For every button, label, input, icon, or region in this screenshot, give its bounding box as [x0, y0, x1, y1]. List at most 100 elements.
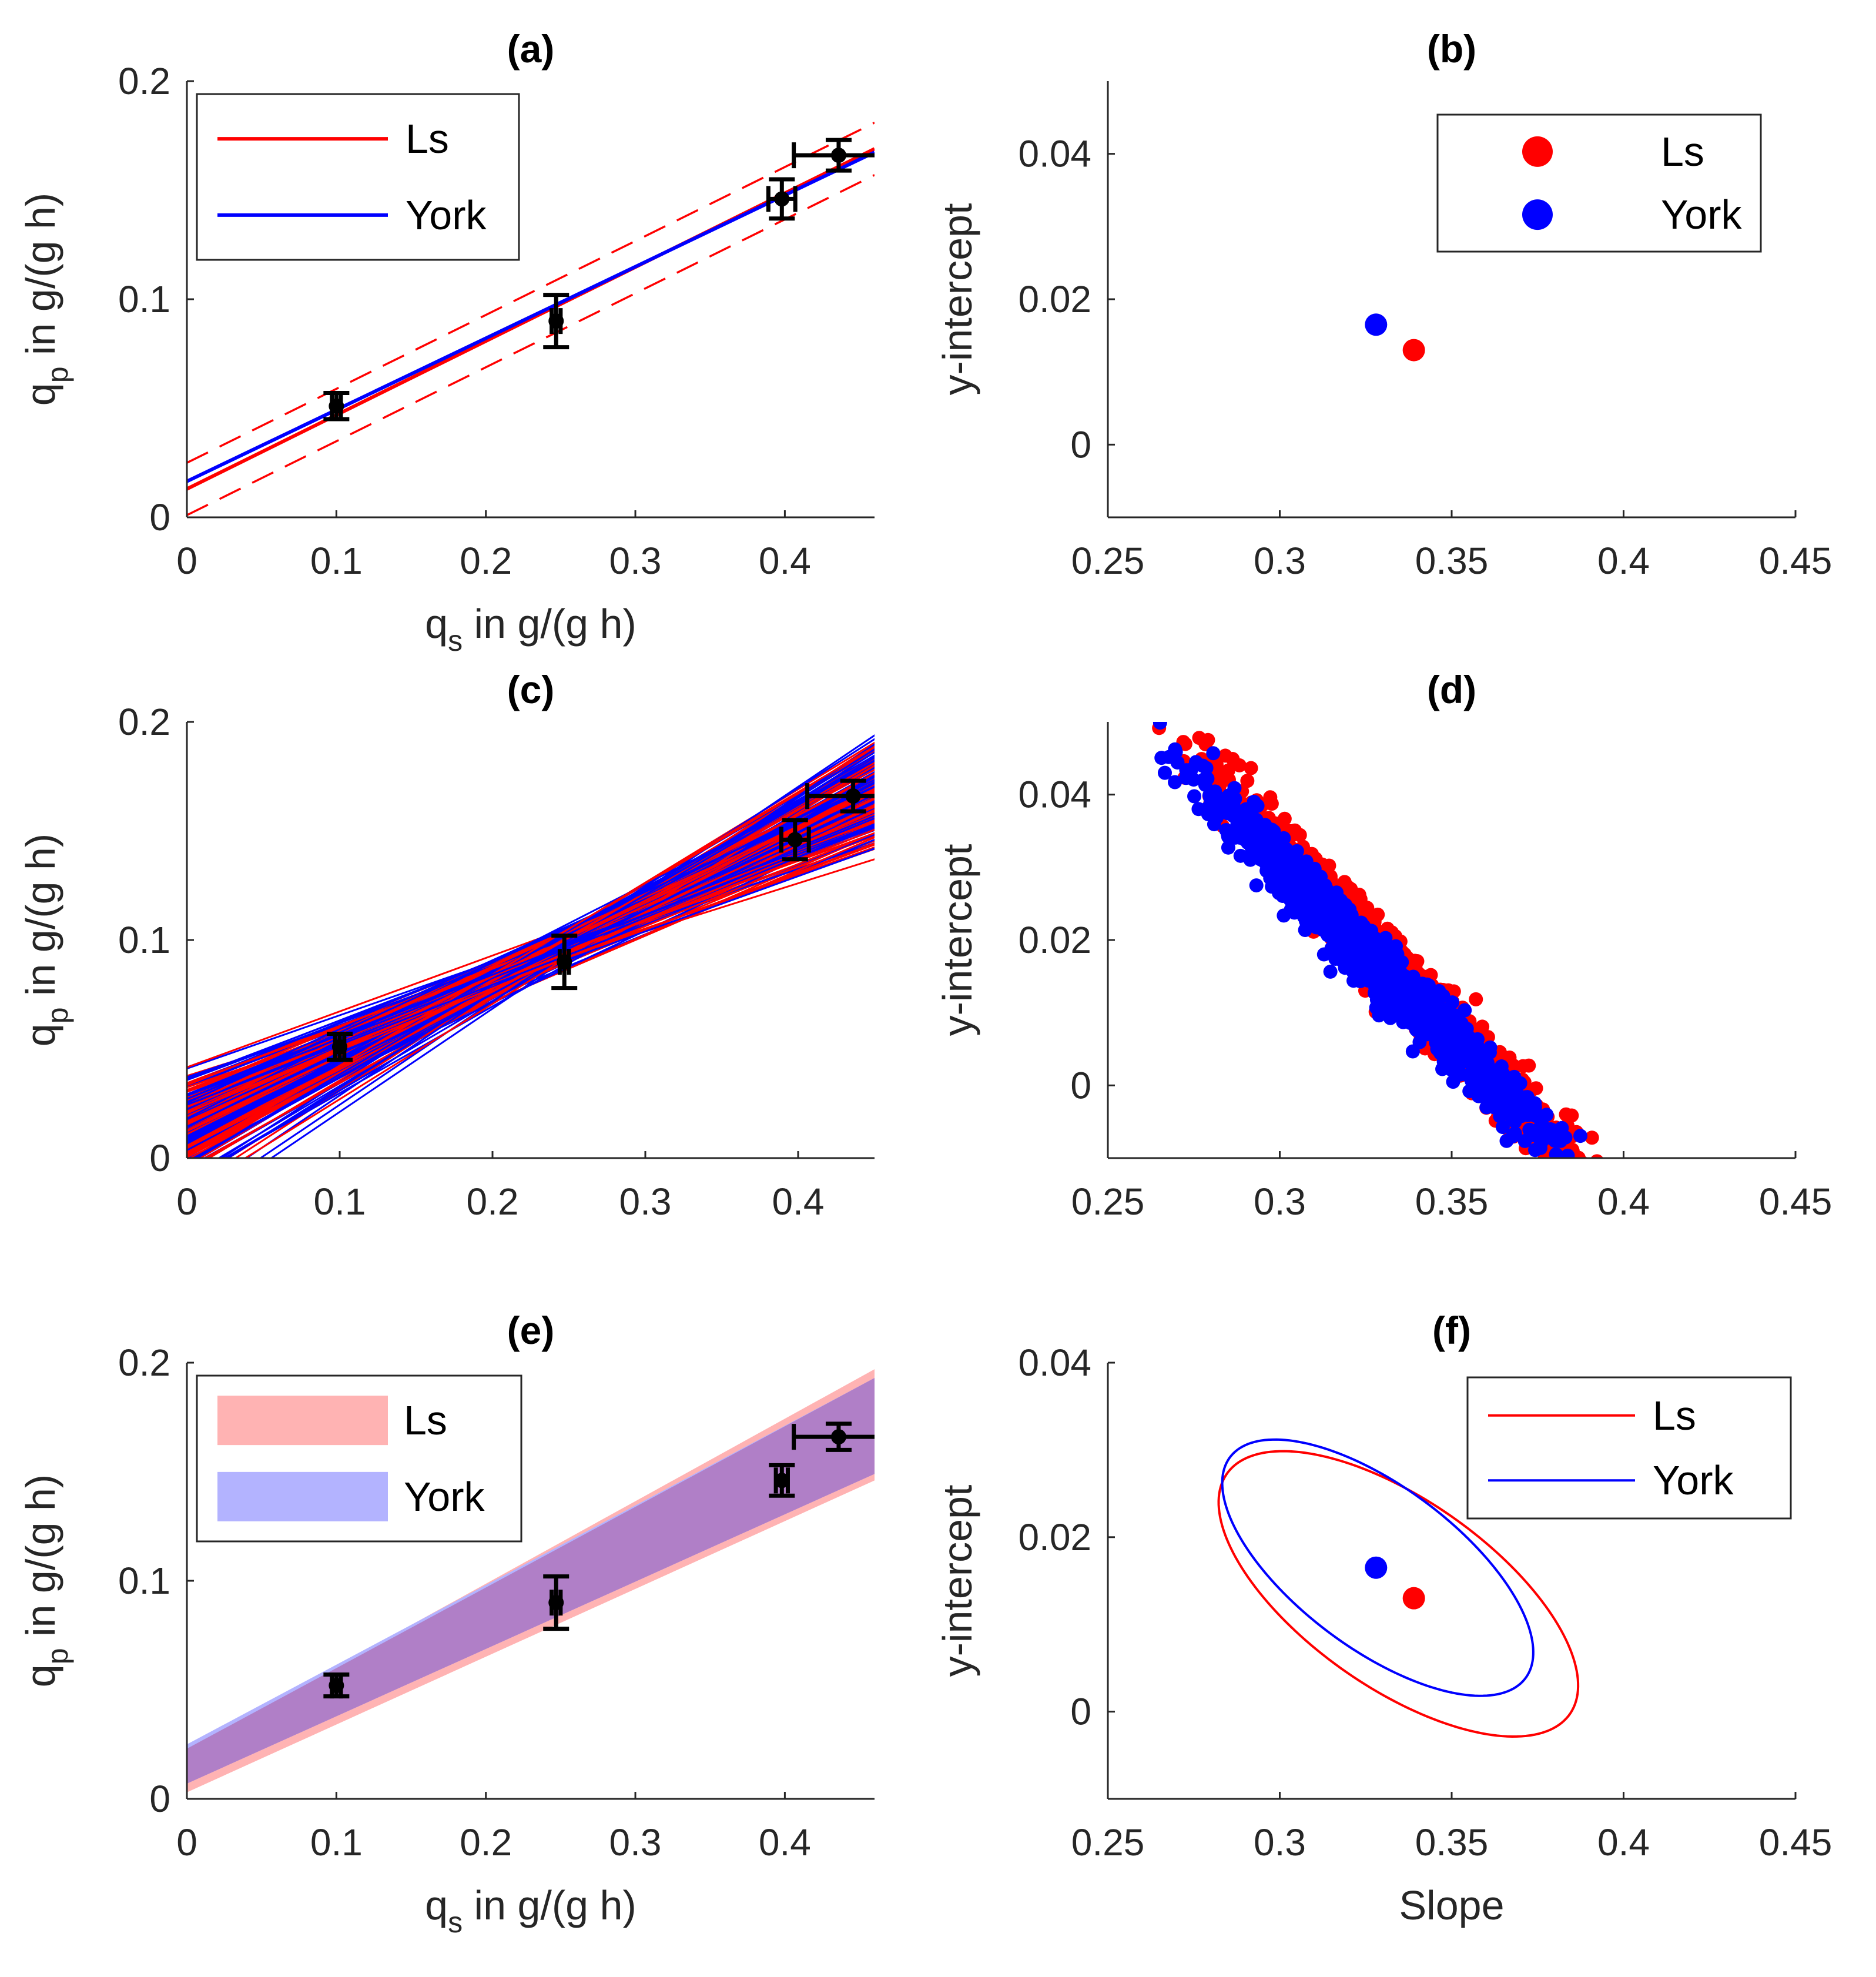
y-label-subscript: p [41, 1648, 74, 1664]
fit-line-york [187, 150, 875, 483]
bootstrap-point [1704, 1276, 1718, 1290]
point-marker [845, 788, 861, 804]
point-marker [329, 1678, 344, 1694]
bootstrap-point [1281, 857, 1295, 871]
x-label-units: in g/(g h) [463, 1882, 636, 1928]
x-tick-label: 0.3 [1254, 540, 1306, 582]
x-tick-label: 0.35 [1415, 540, 1489, 582]
ensemble-line [187, 832, 875, 1113]
bootstrap-point [1215, 793, 1230, 808]
bootstrap-point [1453, 1025, 1468, 1039]
x-tick-label: 0.35 [1415, 1180, 1489, 1223]
bootstrap-point [1576, 1166, 1590, 1180]
y-label-symbol: q [18, 1023, 63, 1046]
bootstrap-point [1469, 992, 1483, 1006]
ensemble-line [187, 745, 875, 1158]
data-point [792, 1421, 875, 1452]
bootstrap-point [1314, 900, 1328, 915]
bootstrap-point [1309, 913, 1324, 928]
bootstrap-point [1584, 1198, 1598, 1212]
bootstrap-point [1187, 789, 1202, 804]
bootstrap-point [1549, 1128, 1563, 1143]
legend-label: York [1653, 1457, 1734, 1503]
x-tick-label: 0 [176, 1180, 197, 1223]
y-tick-label: 0 [149, 496, 170, 538]
y-axis-label: y-intercept [934, 203, 980, 396]
legend-label: Ls [1653, 1393, 1696, 1439]
panel-title: (a) [507, 27, 555, 71]
bootstrap-point [1346, 974, 1361, 988]
bootstrap-point [1435, 1033, 1449, 1048]
bootstrap-point [1292, 861, 1306, 876]
y-tick-label: 0 [1070, 1691, 1091, 1733]
bootstrap-point [1376, 966, 1391, 981]
bootstrap-point [1579, 1198, 1593, 1212]
bootstrap-point [1549, 1169, 1563, 1183]
x-axis-label: qs in g/(g h) [425, 601, 636, 657]
x-tick-label: 0.1 [310, 1821, 363, 1864]
bootstrap-point [1553, 1150, 1568, 1158]
legend-box [1436, 113, 1762, 253]
point-marker [557, 954, 572, 970]
y-tick-label: 0.2 [118, 60, 170, 102]
bootstrap-point [1157, 765, 1172, 780]
y-axis-label: y-intercept [934, 844, 980, 1036]
data-point [327, 1032, 353, 1062]
legend-entry-york: York [1522, 192, 1743, 237]
bootstrap-point [1687, 1268, 1701, 1282]
panel-title: (e) [507, 1309, 555, 1352]
panel-title: (d) [1427, 668, 1476, 711]
y-tick-label: 0 [1070, 423, 1091, 466]
point-marker [787, 832, 803, 848]
bootstrap-point [1240, 774, 1255, 788]
bootstrap-point [1405, 1044, 1420, 1059]
legend-entry-york: York [217, 1471, 485, 1521]
bootstrap-point [1518, 1090, 1533, 1105]
x-tick-label: 0 [176, 540, 197, 582]
y-axis-label: y-intercept [934, 1485, 980, 1677]
bootstrap-cloud-york [1153, 722, 1587, 1183]
ensemble-line [187, 804, 875, 1129]
legend-box [196, 93, 520, 261]
bootstrap-point [1683, 1279, 1697, 1293]
bootstrap-point [1495, 1120, 1510, 1135]
ensemble-lines [187, 734, 875, 1158]
data-point [543, 1574, 570, 1631]
legend-entry-york: York [1488, 1457, 1734, 1503]
bootstrap-point [1420, 1021, 1435, 1035]
y-axis-label: qp in g/(g h) [18, 1474, 74, 1687]
bootstrap-point [1235, 819, 1250, 834]
x-tick-label: 0.3 [1254, 1180, 1306, 1223]
bootstrap-point [1533, 1140, 1547, 1155]
legend-entry-ls: Ls [217, 1396, 447, 1446]
bootstrap-point [1609, 1230, 1623, 1244]
estimate-point-york [1365, 313, 1388, 336]
bootstrap-point [1301, 871, 1316, 886]
x-tick-label: 0.35 [1415, 1821, 1489, 1864]
bootstrap-point [1191, 802, 1206, 817]
point-marker [830, 1429, 846, 1445]
legend-entry-york: York [217, 192, 487, 238]
bootstrap-point [1508, 1126, 1522, 1141]
plot-area-e [187, 1369, 875, 1792]
bootstrap-point [1232, 758, 1247, 772]
bootstrap-point [1549, 1160, 1563, 1175]
bootstrap-point [1565, 1176, 1579, 1190]
bootstrap-point [1287, 877, 1301, 891]
data-point [779, 818, 811, 862]
bootstrap-point [1646, 1242, 1660, 1256]
x-label-symbol: q [425, 601, 448, 647]
x-tick-label: 0.4 [1597, 540, 1650, 582]
bootstrap-point [1192, 731, 1207, 745]
data-point [766, 177, 798, 221]
y-tick-label: 0.02 [1018, 278, 1091, 320]
legend-entry-ls: Ls [217, 116, 449, 162]
legend-patch-symbol [217, 1471, 388, 1521]
y-tick-label: 0.2 [118, 701, 170, 743]
bootstrap-point [1345, 953, 1359, 968]
y-tick-label: 0.02 [1018, 919, 1091, 961]
y-tick-label: 0.02 [1018, 1516, 1091, 1558]
y-tick-label: 0.04 [1018, 774, 1091, 816]
y-label-symbol: q [18, 1664, 63, 1687]
